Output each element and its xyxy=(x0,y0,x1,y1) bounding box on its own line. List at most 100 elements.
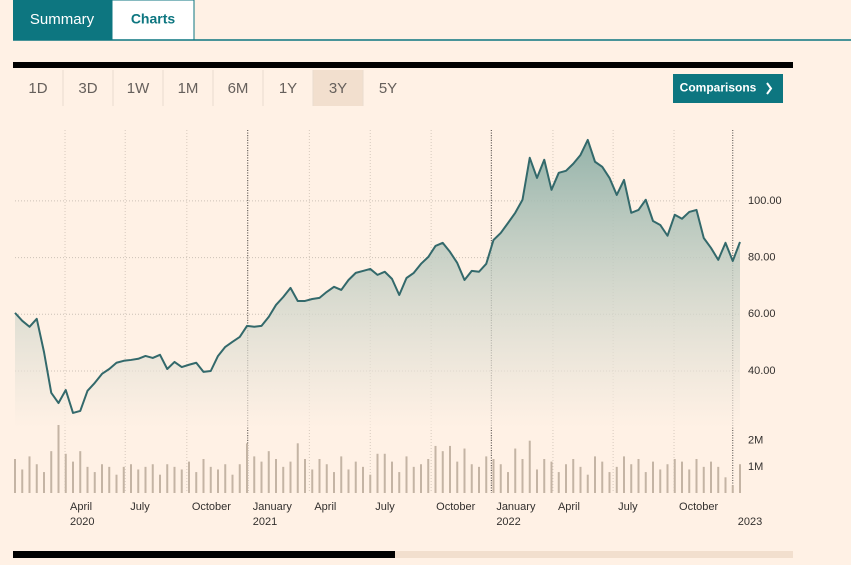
volume-bar xyxy=(86,466,89,493)
volume-bar xyxy=(391,461,393,493)
volume-bar xyxy=(710,461,712,493)
comparisons-label[interactable]: Comparisons xyxy=(680,81,757,95)
volume-bar xyxy=(151,464,154,493)
volume-bar xyxy=(485,456,488,493)
volume-bar xyxy=(398,472,401,493)
volume-bar xyxy=(630,464,633,493)
year-label: 2022 xyxy=(496,516,520,528)
volume-bar xyxy=(507,472,509,493)
volume-bar xyxy=(492,459,495,493)
volume-bar xyxy=(35,464,38,493)
period-label[interactable]: 5Y xyxy=(379,80,397,97)
volume-bar xyxy=(304,459,306,493)
period-label[interactable]: 1D xyxy=(28,80,47,97)
volume-bar xyxy=(572,459,575,493)
tab-label[interactable]: Summary xyxy=(30,11,95,28)
volume-bar xyxy=(441,451,444,493)
x-tick-label: July xyxy=(375,501,395,513)
volume-bar xyxy=(130,464,132,493)
period-label[interactable]: 3Y xyxy=(329,80,347,97)
volume-bar xyxy=(499,464,502,493)
volume-bar xyxy=(463,448,466,493)
volume-bar xyxy=(695,459,698,493)
volume-bar xyxy=(521,459,524,493)
volume-bar xyxy=(427,459,430,493)
volume-bar xyxy=(180,469,183,493)
volume-bar xyxy=(282,466,285,493)
volume-bar xyxy=(637,459,640,493)
volume-bar xyxy=(376,453,379,493)
volume-bar xyxy=(673,459,676,493)
volume-bar xyxy=(369,474,372,493)
volume-bar xyxy=(325,464,328,493)
volume-bar xyxy=(420,464,422,493)
tab-summary-bg[interactable] xyxy=(13,0,112,40)
volume-bar xyxy=(195,472,198,493)
volume-bar xyxy=(586,474,589,493)
tab-label[interactable]: Charts xyxy=(131,11,176,27)
volume-bar xyxy=(615,466,618,493)
volume-bar xyxy=(311,469,314,493)
period-label[interactable]: 1Y xyxy=(279,80,297,97)
volume-bar xyxy=(478,466,480,493)
volume-bar xyxy=(188,461,190,493)
volume-bar xyxy=(137,469,140,493)
volume-bar xyxy=(14,459,16,493)
volume-bar xyxy=(724,477,727,493)
x-tick-label: April xyxy=(314,501,336,513)
volume-bar xyxy=(405,456,408,493)
scrollbar-thumb[interactable] xyxy=(13,551,395,558)
volume-bar xyxy=(231,474,234,493)
volume-bar xyxy=(470,464,473,493)
period-label[interactable]: 1W xyxy=(127,80,150,97)
period-label[interactable]: 1M xyxy=(178,80,199,97)
volume-bar xyxy=(238,464,241,493)
period-button[interactable] xyxy=(313,70,363,106)
x-tick-label: July xyxy=(130,501,150,513)
volume-bar xyxy=(347,469,350,493)
scrollbar-track xyxy=(395,551,793,558)
volume-tick-label: 1M xyxy=(748,461,763,473)
volume-bar xyxy=(579,466,582,493)
volume-bar xyxy=(456,461,459,493)
volume-bar xyxy=(72,461,74,493)
volume-bar xyxy=(383,453,386,493)
volume-bar xyxy=(115,474,118,493)
volume-bar xyxy=(434,445,437,493)
volume-bar xyxy=(318,459,321,493)
volume-bar xyxy=(362,466,364,493)
volume-bar xyxy=(267,451,270,493)
volume-bar xyxy=(93,472,96,493)
volume-bar xyxy=(681,461,683,493)
volume-bar xyxy=(644,472,647,493)
volume-bar xyxy=(144,466,147,493)
volume-bar xyxy=(260,461,263,493)
volume-bar xyxy=(173,466,176,493)
volume-bar xyxy=(739,464,741,493)
period-label[interactable]: 3D xyxy=(78,80,97,97)
volume-tick-label: 2M xyxy=(748,435,763,447)
volume-bar xyxy=(159,474,161,493)
x-tick-label: January xyxy=(253,501,293,513)
volume-bar xyxy=(608,472,611,493)
volume-bar xyxy=(202,459,205,493)
volume-bar xyxy=(253,456,256,493)
year-label: 2020 xyxy=(70,516,94,528)
x-tick-label: July xyxy=(618,501,638,513)
volume-bar xyxy=(217,469,219,493)
period-label[interactable]: 6M xyxy=(228,80,249,97)
comparisons-button[interactable] xyxy=(673,74,783,103)
x-tick-label: October xyxy=(436,501,475,513)
volume-bar xyxy=(64,453,67,493)
volume-bar xyxy=(536,469,538,493)
price-line xyxy=(14,138,741,414)
volume-bar xyxy=(122,466,125,493)
volume-bar xyxy=(79,451,82,493)
volume-bar xyxy=(449,445,451,493)
x-tick-label: April xyxy=(558,501,580,513)
volume-bar xyxy=(354,461,357,493)
x-tick-label: January xyxy=(496,501,536,513)
x-tick-label: October xyxy=(679,501,718,513)
volume-bar xyxy=(565,464,567,493)
